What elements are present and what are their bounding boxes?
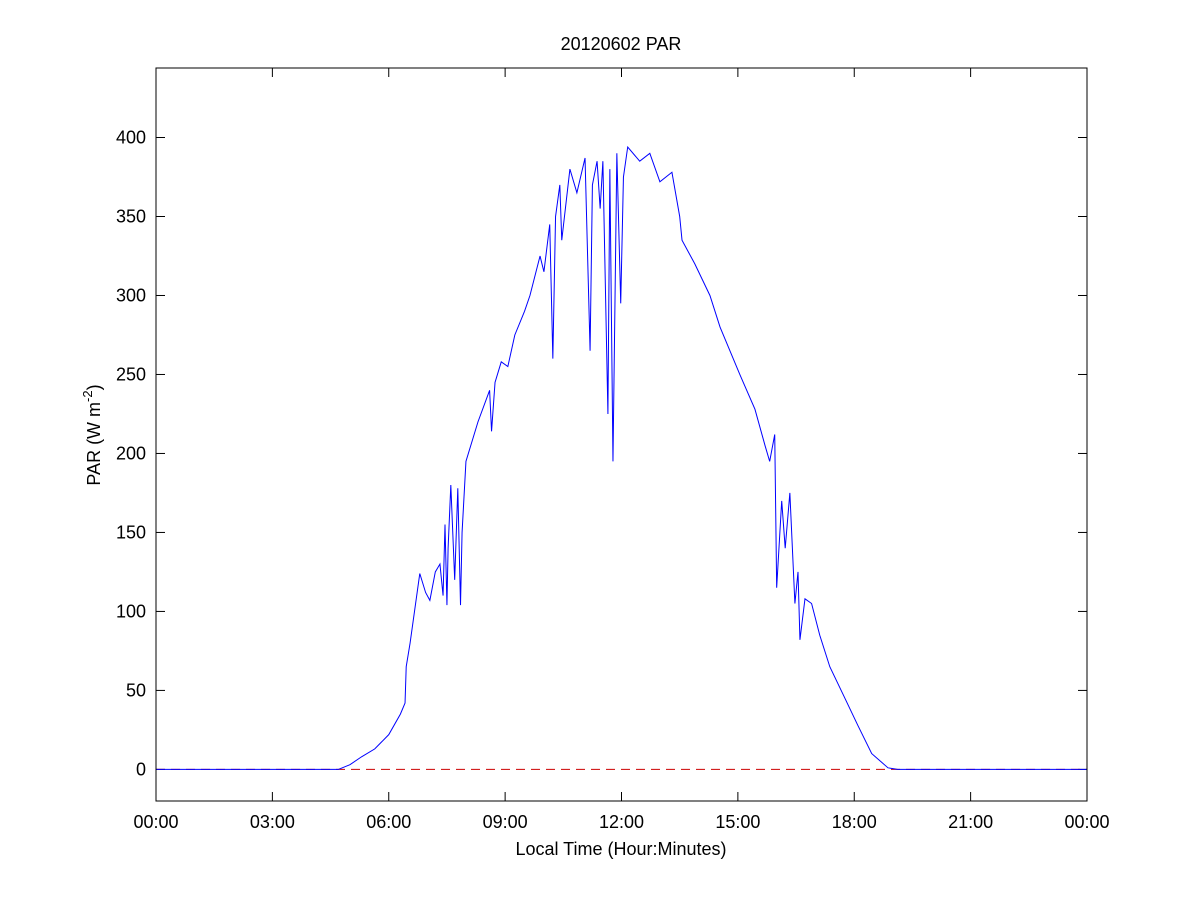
y-tick-label: 300 (116, 285, 146, 305)
chart-title: 20120602 PAR (561, 34, 682, 54)
y-tick-label: 250 (116, 364, 146, 384)
x-tick-label: 09:00 (483, 812, 528, 832)
x-tick-label: 15:00 (715, 812, 760, 832)
y-label-exponent: -2 (80, 390, 95, 402)
x-tick-label: 18:00 (832, 812, 877, 832)
y-tick-label: 100 (116, 601, 146, 621)
x-tick-label: 00:00 (1064, 812, 1109, 832)
x-tick-label: 21:00 (948, 812, 993, 832)
x-tick-label: 06:00 (366, 812, 411, 832)
y-tick-label: 400 (116, 128, 146, 148)
plot-frame (155, 67, 1088, 802)
y-tick-label: 200 (116, 443, 146, 463)
y-label-text: ) (84, 384, 104, 390)
x-tick-label: 03:00 (250, 812, 295, 832)
y-tick-label: 0 (136, 759, 146, 779)
x-axis-label: Local Time (Hour:Minutes) (515, 839, 726, 859)
y-tick-label: 50 (126, 680, 146, 700)
y-label-text: PAR (W m (84, 402, 104, 486)
y-axis-label: PAR (W m-2) (80, 384, 104, 485)
y-tick-label: 150 (116, 522, 146, 542)
y-tick-label: 350 (116, 206, 146, 226)
data-line (156, 145, 1087, 770)
x-tick-label: 00:00 (133, 812, 178, 832)
x-tick-label: 12:00 (599, 812, 644, 832)
